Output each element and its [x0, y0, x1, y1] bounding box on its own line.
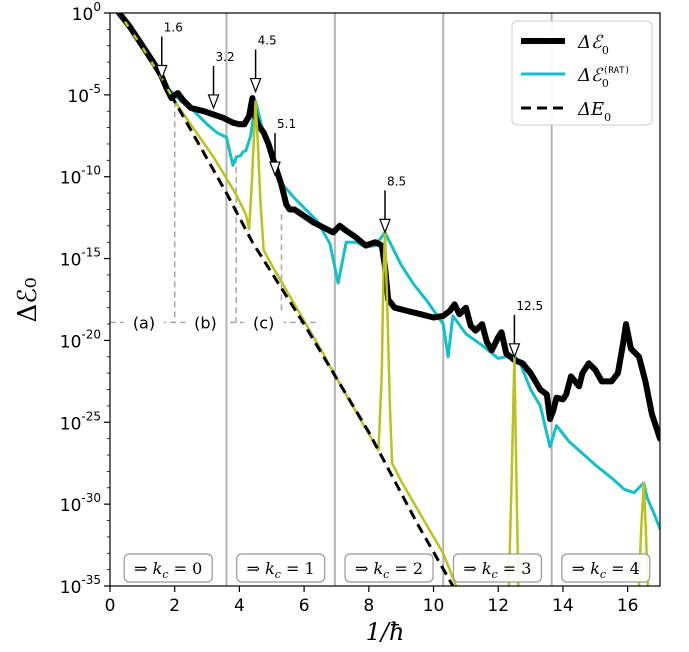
y-tick-label-5: 10-20: [60, 327, 101, 352]
kc-box-2: [236, 553, 326, 583]
legend-frame: [511, 20, 653, 126]
legend: Δℰ0 Δℰ0(RAT) ΔE0: [511, 20, 653, 126]
kc-boxes: ⇒ kc = 0 ⇒ kc = 1 ⇒ kc = 2 ⇒ kc = 3 ⇒ kc = 4: [123, 553, 651, 583]
y-tick-label-1: 100: [72, 0, 101, 25]
region-label-1: (a): [133, 313, 155, 332]
kc-box-1: [123, 553, 213, 583]
region-markers: (a) (b) (c): [110, 101, 321, 334]
kc-box-3: [344, 553, 434, 583]
y-tick-label-4: 10-15: [60, 246, 101, 271]
region-label-bg-1: [123, 311, 164, 334]
arrow-label-2: 3.2: [216, 50, 235, 64]
kc-label-4: ⇒ kc = 3: [463, 559, 531, 581]
kc-label-5: ⇒ kc = 4: [572, 559, 640, 581]
region-label-3: (c): [253, 313, 274, 332]
legend-label-1: Δℰ0: [577, 32, 609, 57]
region-label-bg-3: [243, 311, 284, 334]
y-tick-label-6: 10-25: [60, 409, 101, 434]
series-lines: [116, 13, 660, 586]
x-tick-label-1: 0: [105, 596, 116, 616]
legend-label-2: Δℰ0(RAT): [577, 65, 630, 90]
x-tick-label-8: 14: [552, 596, 574, 616]
arrow-1.6: 1.6: [155, 20, 183, 81]
y-tick-label-3: 10-10: [60, 164, 101, 189]
legend-label-3: ΔE0: [577, 99, 611, 124]
arrow-3.2: 3.2: [207, 50, 235, 110]
x-tick-label-4: 6: [299, 596, 310, 616]
arrow-4.5: 4.5: [249, 34, 277, 94]
plot-frame: [109, 12, 661, 587]
arrow-label-4: 5.1: [277, 117, 296, 131]
kc-label-3: ⇒ kc = 2: [355, 559, 423, 581]
y-axis-label: Δℰ₀: [13, 278, 43, 323]
x-tick-label-2: 2: [169, 596, 180, 616]
annotation-arrows: 1.6 3.2 4.5 5.1 8.5 12.5: [155, 20, 543, 359]
x-tick-label-5: 8: [363, 596, 374, 616]
x-tick-label-6: 10: [423, 596, 445, 616]
y-tick-label-8: 10-35: [60, 573, 101, 598]
arrow-8.5: 8.5: [379, 174, 406, 235]
arrow-label-5: 8.5: [387, 174, 406, 188]
kc-box-5: [561, 553, 651, 583]
x-tick-label-7: 12: [487, 596, 509, 616]
series-line-5: [507, 355, 520, 586]
arrow-5.1: 5.1: [269, 117, 296, 177]
x-axis-ticks: 0 2 4 6 8 10 12 14 16: [105, 586, 639, 616]
series-line-6: [637, 481, 649, 586]
arrow-label-1: 1.6: [164, 20, 183, 34]
kc-label-1: ⇒ kc = 0: [134, 559, 202, 581]
y-tick-label-7: 10-30: [60, 491, 101, 516]
series-line-4: [117, 13, 458, 586]
arrow-label-3: 4.5: [258, 34, 277, 48]
arrow-label-6: 12.5: [516, 299, 543, 313]
y-tick-label-2: 10-5: [67, 82, 101, 107]
series-line-1: [116, 13, 660, 442]
x-tick-label-3: 4: [234, 596, 245, 616]
region-label-bg-2: [185, 311, 226, 334]
y-axis-ticks: 100 10-5 10-10 10-15 10-20 10-25 10-30 10-35: [60, 0, 110, 598]
kc-label-2: ⇒ kc = 1: [247, 559, 315, 581]
x-axis-label: 1/ħ: [366, 618, 405, 646]
series-line-3: [118, 13, 455, 586]
arrow-12.5: 12.5: [508, 299, 543, 359]
region-label-2: (b): [194, 313, 217, 332]
kc-box-4: [452, 553, 543, 583]
x-tick-label-9: 16: [617, 596, 639, 616]
